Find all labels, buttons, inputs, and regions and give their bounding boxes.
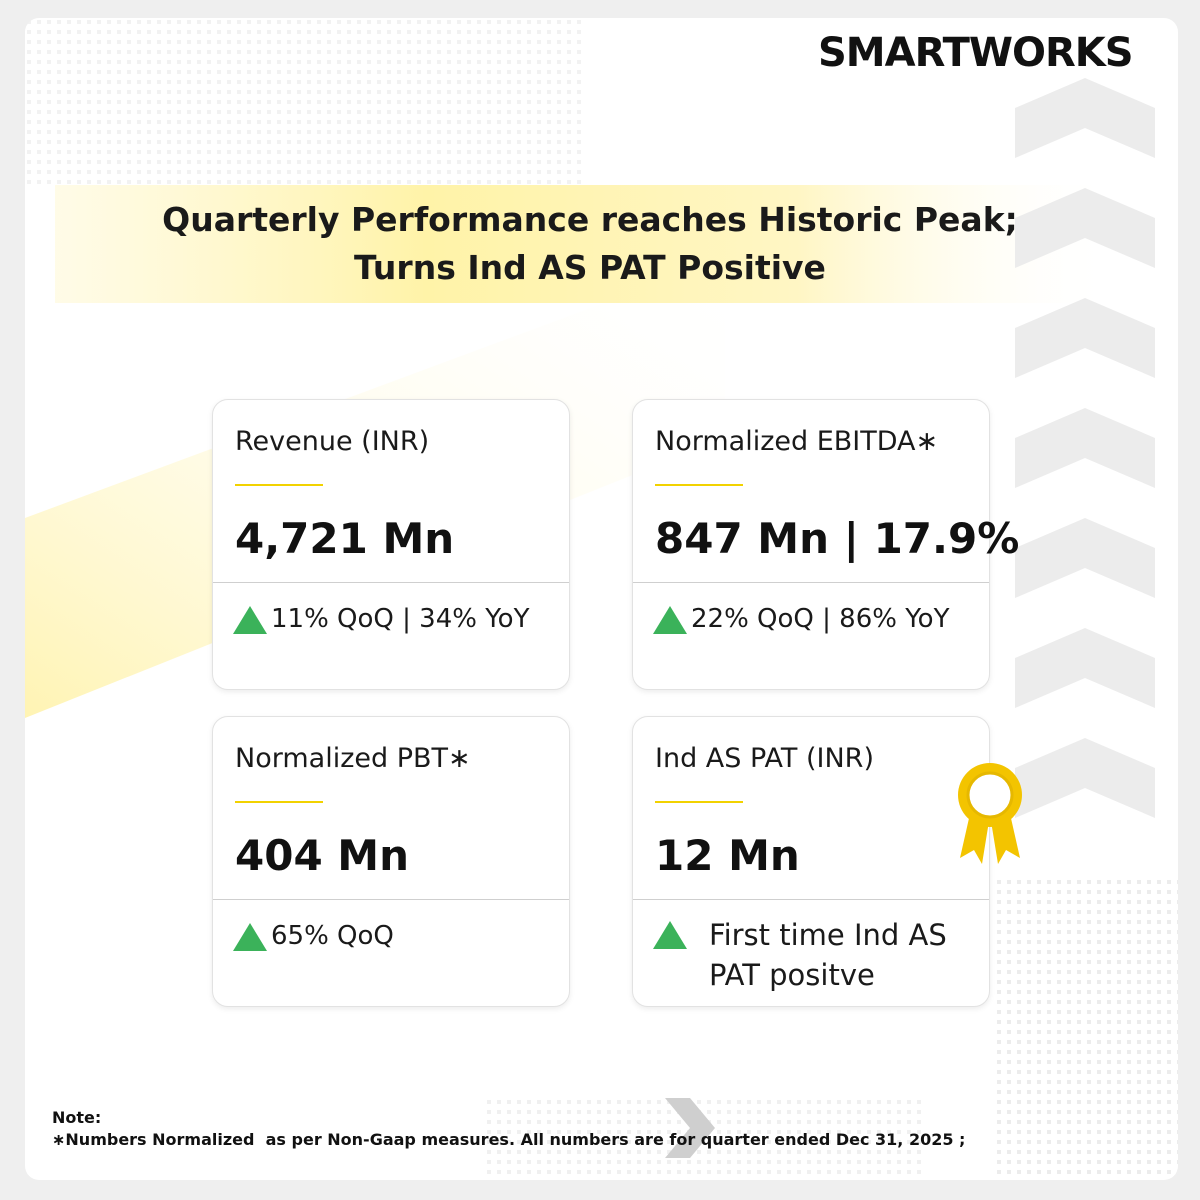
award-badge xyxy=(958,763,1022,864)
headline: Turns Ind AS PAT Positive xyxy=(354,248,826,287)
metric-change: 65% QoQ xyxy=(231,921,394,953)
metric-label: Revenue (INR) xyxy=(235,426,430,457)
divider xyxy=(633,582,989,583)
metric-change: First time Ind AS PAT positve xyxy=(651,915,979,995)
change-text: 11% QoQ | 34% YoY xyxy=(271,604,530,634)
metric-card: Ind AS PAT (INR) 12 Mn First time Ind AS P… xyxy=(632,716,990,1007)
underline xyxy=(235,484,323,486)
up-arrow xyxy=(233,923,267,951)
underline xyxy=(655,801,743,803)
note-heading: Note: xyxy=(52,1108,102,1127)
metric-label: Ind AS PAT (INR) xyxy=(655,743,874,774)
up-arrow xyxy=(653,606,687,634)
brand-logo: SMARTWORKS xyxy=(818,30,1134,76)
triangle xyxy=(653,606,687,634)
divider xyxy=(633,899,989,900)
up-arrow xyxy=(233,606,267,634)
background-art xyxy=(25,18,1178,1180)
metric-change: 11% QoQ | 34% YoY xyxy=(231,604,529,636)
metric-card: Revenue (INR) 4,721 Mn 11% QoQ | 34% YoY xyxy=(212,399,570,690)
change-text: First time Ind AS PAT positve xyxy=(709,918,947,992)
metric-value: 12 Mn xyxy=(655,831,800,880)
metric-value: 4,721 Mn xyxy=(235,514,455,563)
metric-change: 22% QoQ | 86% YoY xyxy=(651,604,949,636)
triangle xyxy=(653,921,687,949)
change-text: 22% QoQ | 86% YoY xyxy=(691,604,950,634)
note-text: ∗Numbers Normalized as per Non-Gaap meas… xyxy=(52,1130,966,1149)
underline xyxy=(235,801,323,803)
triangle xyxy=(233,606,267,634)
underline xyxy=(655,484,743,486)
metric-label: Normalized EBITDA∗ xyxy=(655,426,939,457)
change-text: 65% QoQ xyxy=(271,921,394,951)
metric-label: Normalized PBT∗ xyxy=(235,743,471,774)
divider xyxy=(213,899,569,900)
triangle xyxy=(233,923,267,951)
metric-value: 404 Mn xyxy=(235,831,409,880)
up-arrow xyxy=(653,921,687,949)
metric-card: Normalized PBT∗ 404 Mn 65% QoQ xyxy=(212,716,570,1007)
metric-value: 847 Mn | 17.9% xyxy=(655,514,1020,563)
headline: Quarterly Performance reaches Historic P… xyxy=(162,200,1018,239)
divider xyxy=(213,582,569,583)
metric-card: Normalized EBITDA∗ 847 Mn | 17.9% 22% QoQ … xyxy=(632,399,1019,690)
panel xyxy=(25,18,1178,1180)
